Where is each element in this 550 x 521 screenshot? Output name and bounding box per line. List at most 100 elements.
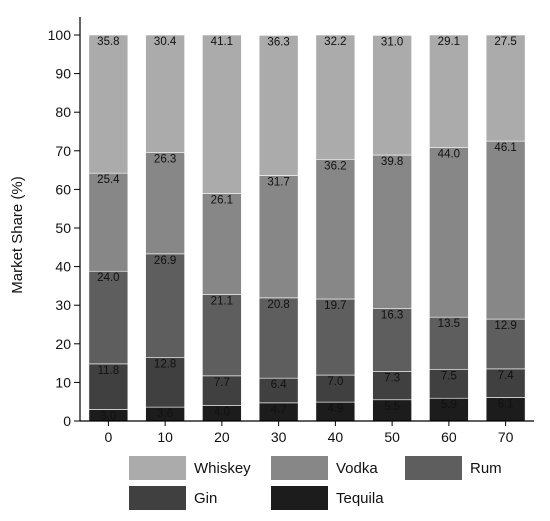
data-label-gin-50: 7.3 xyxy=(384,373,400,385)
y-tick-label-0: 0 xyxy=(63,413,71,429)
bar-segment-vodka-30 xyxy=(258,175,299,299)
data-label-vodka-0: 25.4 xyxy=(97,174,120,186)
bar-segment-gin-30 xyxy=(258,377,299,404)
data-label-tequila-10: 3.6 xyxy=(157,408,173,420)
legend-item-rum: Rum xyxy=(405,456,502,480)
data-label-vodka-20: 26.1 xyxy=(211,195,233,207)
legend-label-tequila: Tequila xyxy=(336,490,384,507)
data-labels-layer: 3.0 11.8 24.0 25.4 35.8 3.6 12.8 26.9 26.3 30.4 4.… xyxy=(97,36,517,422)
axes-layer: 0 10 20 30 40 50 60 70 80 90 100 0 10 20 30 40 50 60 70 xyxy=(48,17,534,445)
data-label-rum-40: 19.7 xyxy=(324,300,346,312)
data-label-whiskey-0: 35.8 xyxy=(97,36,119,48)
data-label-tequila-20: 4.0 xyxy=(214,407,230,419)
data-label-vodka-30: 31.7 xyxy=(267,177,289,189)
bar-segment-vodka-20 xyxy=(202,193,242,295)
bar-segment-gin-10 xyxy=(145,357,185,408)
y-tick-label-20: 20 xyxy=(55,336,71,352)
bar-segment-rum-30 xyxy=(258,297,299,379)
data-label-gin-70: 7.4 xyxy=(498,370,515,382)
x-tick-label-20: 20 xyxy=(214,429,230,445)
data-label-gin-60: 7.5 xyxy=(441,370,457,382)
data-label-rum-60: 13.5 xyxy=(438,318,460,330)
data-label-whiskey-20: 41.1 xyxy=(211,36,233,48)
data-label-vodka-40: 36.2 xyxy=(324,160,346,172)
legend-item-vodka: Vodka xyxy=(271,456,378,480)
bar-segment-whiskey-30 xyxy=(258,35,299,176)
data-label-vodka-70: 46.1 xyxy=(494,142,516,154)
bar-segment-rum-0 xyxy=(88,270,129,365)
legend-swatch-whiskey xyxy=(129,456,186,480)
bar-segment-whiskey-70 xyxy=(485,34,526,142)
y-tick-label-50: 50 xyxy=(55,220,71,236)
data-label-gin-0: 11.8 xyxy=(98,365,120,377)
bar-segment-whiskey-50 xyxy=(372,35,412,156)
bar-segment-gin-60 xyxy=(429,368,469,399)
bar-segment-vodka-0 xyxy=(88,172,129,272)
data-label-vodka-10: 26.3 xyxy=(154,153,176,165)
legend-swatch-vodka xyxy=(271,456,328,480)
y-tick-label-10: 10 xyxy=(55,374,71,390)
data-label-whiskey-70: 27.5 xyxy=(494,36,516,48)
data-label-rum-70: 12.9 xyxy=(494,320,516,332)
data-label-rum-20: 21.1 xyxy=(211,295,233,307)
x-tick-label-50: 50 xyxy=(384,429,400,445)
data-label-vodka-50: 39.8 xyxy=(381,156,403,168)
data-label-whiskey-10: 30.4 xyxy=(154,36,177,48)
bar-segment-vodka-40 xyxy=(315,158,356,300)
bar-segment-rum-50 xyxy=(372,308,412,372)
y-tick-label-90: 90 xyxy=(55,66,71,82)
legend-swatch-rum xyxy=(405,456,462,480)
data-label-gin-40: 7.0 xyxy=(327,376,343,388)
data-label-whiskey-30: 36.3 xyxy=(267,36,289,48)
data-label-tequila-40: 4.9 xyxy=(327,403,343,415)
legend-label-whiskey: Whiskey xyxy=(194,460,251,477)
data-label-gin-30: 6.4 xyxy=(271,379,288,391)
y-tick-label-60: 60 xyxy=(55,181,71,197)
bar-segment-whiskey-60 xyxy=(429,34,469,148)
x-tick-label-60: 60 xyxy=(441,429,457,445)
bar-segment-gin-40 xyxy=(315,374,356,403)
data-label-tequila-0: 3.0 xyxy=(100,410,116,422)
data-label-rum-50: 16.3 xyxy=(381,310,403,322)
data-label-gin-20: 7.7 xyxy=(214,377,230,389)
bar-segment-whiskey-0 xyxy=(88,34,129,174)
data-label-rum-0: 24.0 xyxy=(97,272,119,284)
bar-segment-gin-50 xyxy=(372,371,412,401)
bar-segment-vodka-60 xyxy=(429,147,469,318)
data-label-tequila-60: 5.9 xyxy=(441,399,457,411)
data-label-tequila-50: 5.5 xyxy=(384,401,400,413)
bar-segment-whiskey-20 xyxy=(202,34,242,194)
data-label-whiskey-50: 31.0 xyxy=(381,36,403,48)
y-tick-label-70: 70 xyxy=(55,143,71,159)
y-tick-label-100: 100 xyxy=(48,27,72,43)
legend-label-vodka: Vodka xyxy=(336,460,378,477)
y-tick-label-40: 40 xyxy=(55,259,71,275)
x-tick-label-10: 10 xyxy=(157,429,173,445)
data-label-gin-10: 12.8 xyxy=(154,359,176,371)
data-label-rum-30: 20.8 xyxy=(267,299,289,311)
bar-segment-vodka-50 xyxy=(372,154,412,309)
legend-item-tequila: Tequila xyxy=(271,486,384,510)
legend-swatch-gin xyxy=(129,486,186,510)
bar-segment-rum-40 xyxy=(315,298,356,376)
bar-segment-whiskey-10 xyxy=(145,34,185,153)
bars-layer xyxy=(88,34,526,422)
bar-segment-gin-0 xyxy=(88,363,129,410)
bar-segment-vodka-10 xyxy=(145,152,185,255)
x-tick-label-70: 70 xyxy=(498,429,514,445)
x-tick-label-40: 40 xyxy=(328,429,344,445)
legend-label-gin: Gin xyxy=(194,490,217,507)
data-label-vodka-60: 44.0 xyxy=(438,148,460,160)
legend-swatch-tequila xyxy=(271,486,328,510)
data-label-tequila-70: 6.1 xyxy=(498,398,514,410)
bar-segment-whiskey-40 xyxy=(315,34,356,160)
legend: Whiskey Vodka Rum Gin Tequila xyxy=(129,456,502,510)
legend-label-rum: Rum xyxy=(470,460,502,477)
data-label-tequila-30: 4.7 xyxy=(271,404,287,416)
data-label-whiskey-40: 32.2 xyxy=(324,36,346,48)
bar-segment-rum-60 xyxy=(429,316,469,370)
x-tick-label-0: 0 xyxy=(104,429,112,445)
y-tick-label-30: 30 xyxy=(55,297,71,313)
legend-item-gin: Gin xyxy=(129,486,217,510)
